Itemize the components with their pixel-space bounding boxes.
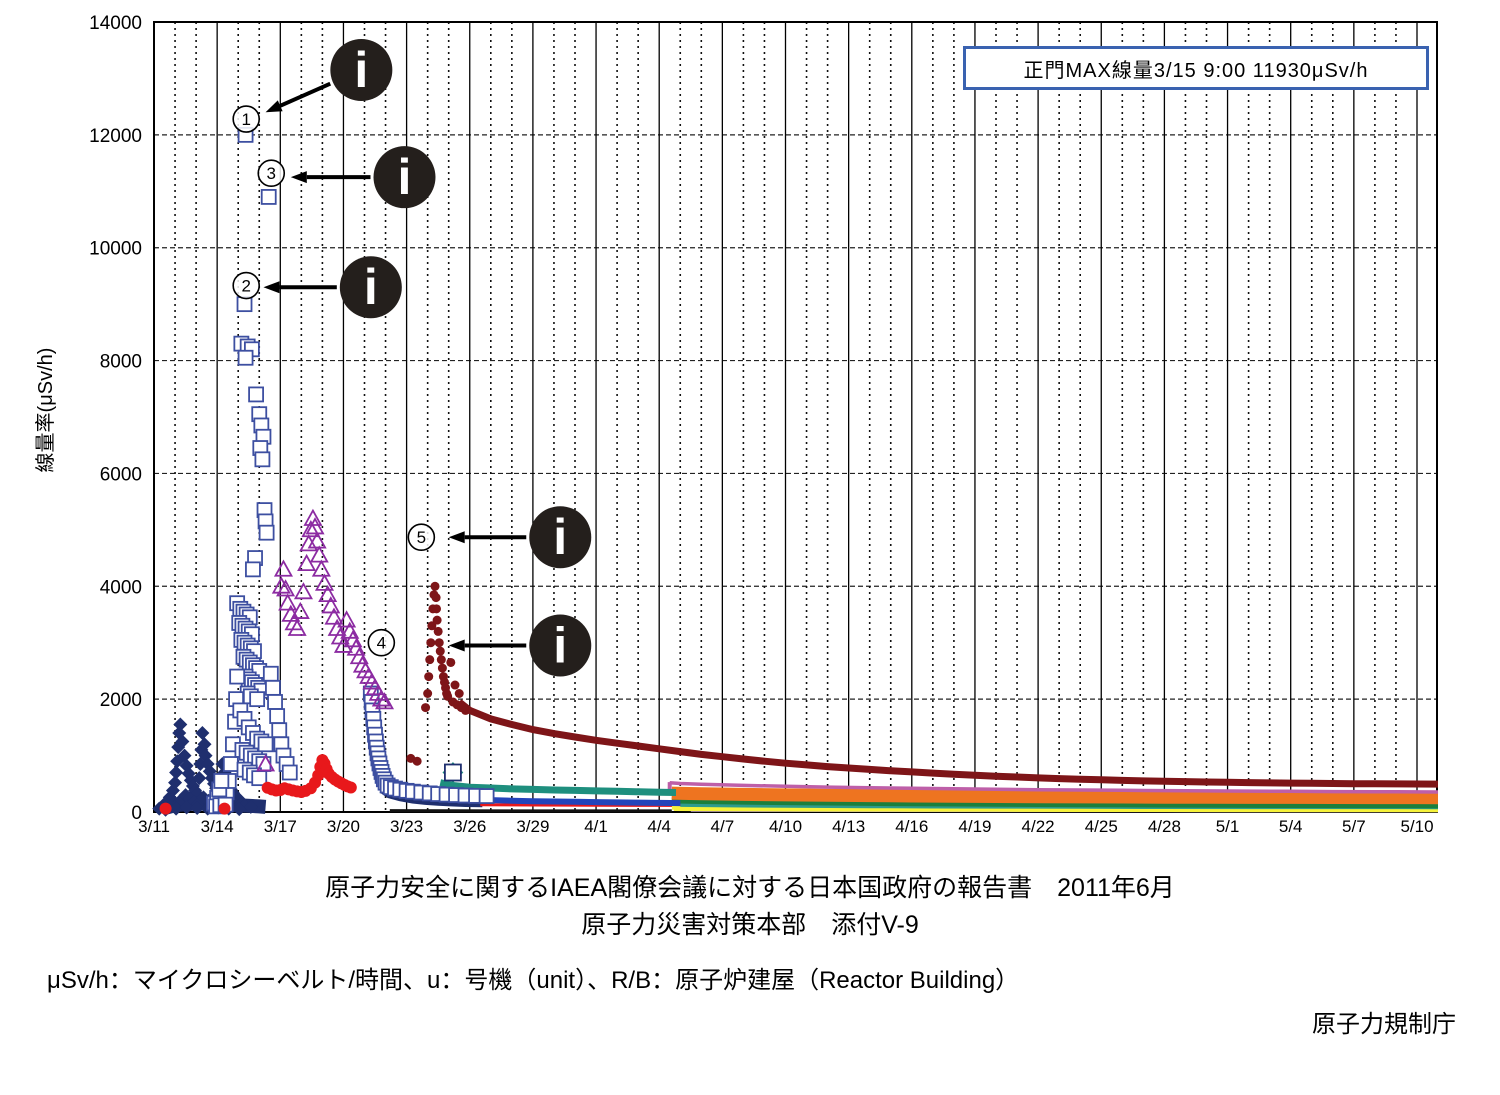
series-orange-line <box>671 786 1439 805</box>
svg-text:i: i <box>553 509 567 565</box>
info-icon-annotation-4[interactable]: i <box>448 506 592 569</box>
y-axis-title: 線量率(μSv/h) <box>34 348 57 473</box>
max-dose-callout-text: 正門MAX線量3/15 9:00 11930μSv/h <box>1023 59 1369 82</box>
info-icon <box>529 614 592 677</box>
circled-number-annotations: 1 3 2 5 4 <box>232 105 436 657</box>
svg-text:3: 3 <box>267 164 276 183</box>
svg-text:4/22: 4/22 <box>1022 817 1055 836</box>
y-axis-labels: 0 2000 4000 6000 8000 10000 12000 14000 <box>89 13 142 824</box>
svg-text:3/26: 3/26 <box>453 817 486 836</box>
svg-text:4: 4 <box>377 634 386 653</box>
series-green-line <box>671 797 1439 809</box>
svg-text:4/1: 4/1 <box>584 817 608 836</box>
series-teal-line <box>439 779 677 796</box>
svg-text:4/25: 4/25 <box>1085 817 1118 836</box>
svg-text:4/28: 4/28 <box>1148 817 1181 836</box>
svg-text:4/13: 4/13 <box>832 817 865 836</box>
info-icon-annotation-1[interactable]: i <box>265 38 393 113</box>
plot-frame <box>153 21 1438 813</box>
horizontal-gridlines <box>154 134 1437 700</box>
svg-text:10000: 10000 <box>89 239 142 260</box>
info-icon-annotation-3[interactable]: i <box>263 256 402 319</box>
svg-text:5: 5 <box>417 528 426 547</box>
agency-name: 原子力規制庁 <box>1312 1011 1456 1038</box>
svg-text:3/11: 3/11 <box>138 817 170 836</box>
series-maroon-trend <box>457 699 1439 788</box>
svg-text:3/29: 3/29 <box>516 817 549 836</box>
svg-text:2: 2 <box>241 277 250 296</box>
svg-text:14000: 14000 <box>89 13 142 34</box>
svg-text:6000: 6000 <box>100 464 142 485</box>
dose-rate-chart: 3/11 3/14 3/17 3/20 3/23 3/26 3/29 4/1 4/4 4/7 4/1… <box>34 13 1439 836</box>
svg-text:5/1: 5/1 <box>1216 817 1240 836</box>
series-magenta-line <box>669 780 1439 794</box>
svg-text:3/14: 3/14 <box>201 817 234 836</box>
series-purple-triangles <box>256 508 395 772</box>
svg-text:12000: 12000 <box>89 126 142 147</box>
series-red-circles <box>159 754 357 815</box>
source-caption-line1: 原子力安全に関するIAEA閣僚会議に対する日本国政府の報告書 2011年6月 <box>325 874 1175 902</box>
info-icon <box>339 256 402 319</box>
abbreviation-note: μSv/h：マイクロシーベルト/時間、u：号機（unit）、R/B：原子炉建屋（… <box>47 967 1020 994</box>
source-caption-line2: 原子力災害対策本部 添付V-9 <box>581 911 919 939</box>
svg-text:2000: 2000 <box>100 690 142 711</box>
svg-text:0: 0 <box>131 803 142 824</box>
info-icon <box>373 146 436 209</box>
svg-text:4/10: 4/10 <box>769 817 802 836</box>
series-maroon-spike-circles <box>406 581 471 766</box>
svg-text:3/23: 3/23 <box>390 817 423 836</box>
max-dose-callout-box: 正門MAX線量3/15 9:00 11930μSv/h <box>963 46 1429 90</box>
svg-text:5/7: 5/7 <box>1342 817 1366 836</box>
svg-text:5/4: 5/4 <box>1279 817 1303 836</box>
svg-text:i: i <box>364 259 378 315</box>
svg-text:4000: 4000 <box>100 577 142 598</box>
svg-text:1: 1 <box>241 110 250 129</box>
svg-text:4/7: 4/7 <box>711 817 735 836</box>
svg-text:3/20: 3/20 <box>327 817 360 836</box>
svg-text:8000: 8000 <box>100 352 142 373</box>
svg-text:i: i <box>354 42 368 98</box>
svg-text:4/16: 4/16 <box>895 817 928 836</box>
info-icon <box>330 38 393 101</box>
x-axis-labels: 3/11 3/14 3/17 3/20 3/23 3/26 3/29 4/1 4/4 4/7 4/1… <box>138 817 1433 836</box>
series-navy-open-square-marker <box>444 763 462 782</box>
svg-text:4/4: 4/4 <box>647 817 671 836</box>
svg-text:i: i <box>398 149 412 205</box>
svg-text:i: i <box>553 618 567 674</box>
svg-text:4/19: 4/19 <box>958 817 991 836</box>
info-icon-annotation-5[interactable]: i <box>448 614 592 677</box>
series-yellow-line <box>673 806 1439 813</box>
vertical-gridlines <box>174 22 1418 812</box>
svg-text:3/17: 3/17 <box>264 817 297 836</box>
series-blue-open-squares <box>206 126 495 815</box>
svg-text:5/10: 5/10 <box>1400 817 1433 836</box>
info-icon <box>529 506 592 569</box>
info-icon-annotation-2[interactable]: i <box>290 146 436 209</box>
